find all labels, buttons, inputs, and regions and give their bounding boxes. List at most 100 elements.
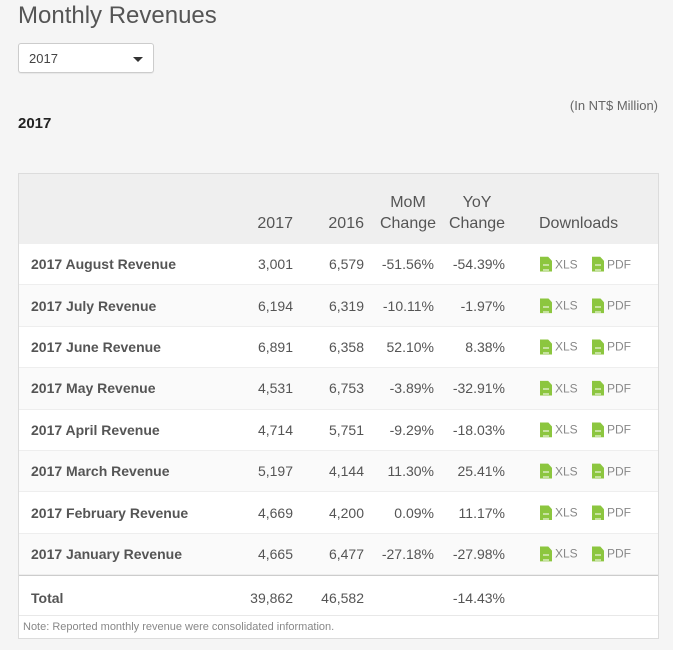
chevron-down-icon [133,57,143,62]
year-select-value: 2017 [29,50,58,66]
row-value-2016: 4,144 [328,463,364,480]
download-pdf-link[interactable]: PDF [592,505,631,521]
row-value-2016: 6,319 [328,297,364,314]
download-pdf-label: PDF [607,546,631,561]
file-icon [540,546,552,562]
row-value-2017: 3,001 [257,256,293,273]
download-xls-label: XLS [555,257,578,272]
download-xls-link[interactable]: XLS [540,505,578,521]
header-mom: MoM Change [377,192,439,234]
header-yoy-line2: Change [448,215,506,232]
header-downloads: Downloads [539,215,619,232]
header-yoy: YoY Change [446,192,508,234]
table-row: 2017 May Revenue 4,531 6,753 -3.89% -32.… [19,368,658,410]
row-label: 2017 February Revenue [31,504,189,521]
download-pdf-label: PDF [607,339,631,354]
download-pdf-label: PDF [607,298,631,313]
download-pdf-label: PDF [607,464,631,479]
table-header: 2017 2016 MoM Change YoY Change Download… [19,174,658,244]
row-value-2016: 6,753 [328,380,364,397]
row-yoy-change: -32.91% [452,380,505,397]
row-label: 2017 April Revenue [31,421,160,438]
row-value-2017: 4,665 [257,545,293,562]
file-icon [592,463,604,479]
download-pdf-link[interactable]: PDF [592,546,631,562]
row-label: 2017 January Revenue [31,545,182,562]
download-xls-link[interactable]: XLS [540,422,578,438]
total-2017: 39,862 [250,590,293,607]
row-yoy-change: -27.98% [452,545,505,562]
download-pdf-label: PDF [607,422,631,437]
table-row: 2017 March Revenue 5,197 4,144 11.30% 25… [19,450,658,493]
download-pdf-link[interactable]: PDF [592,339,631,355]
file-icon [592,380,604,396]
total-row: Total 39,862 46,582 -14.43% [19,575,658,620]
download-pdf-link[interactable]: PDF [592,298,631,314]
row-label: 2017 August Revenue [31,256,176,273]
header-mom-line2: Change [379,215,437,232]
row-yoy-change: -54.39% [452,256,505,273]
table-row: 2017 August Revenue 3,001 6,579 -51.56% … [19,244,658,286]
row-value-2016: 6,579 [328,256,364,273]
row-value-2017: 4,531 [257,380,293,397]
download-pdf-link[interactable]: PDF [592,422,631,438]
download-pdf-label: PDF [607,381,631,396]
table-row: 2017 February Revenue 4,669 4,200 0.09% … [19,492,658,534]
row-mom-change: 0.09% [394,504,434,521]
download-xls-link[interactable]: XLS [540,298,578,314]
row-label: 2017 March Revenue [31,463,170,480]
file-icon [540,339,552,355]
year-select[interactable]: 2017 [18,43,154,73]
row-value-2017: 6,194 [257,297,293,314]
row-label: 2017 May Revenue [31,380,156,397]
row-value-2016: 4,200 [328,504,364,521]
download-xls-link[interactable]: XLS [540,256,578,272]
download-pdf-link[interactable]: PDF [592,463,631,479]
table-note: Note: Reported monthly revenue were cons… [19,615,658,638]
row-label: 2017 July Revenue [31,297,157,314]
header-2016: 2016 [328,215,364,232]
total-2016: 46,582 [321,590,364,607]
download-xls-link[interactable]: XLS [540,463,578,479]
download-pdf-link[interactable]: PDF [592,380,631,396]
download-xls-label: XLS [555,339,578,354]
row-yoy-change: 25.41% [457,463,505,480]
row-mom-change: 11.30% [387,463,434,480]
file-icon [540,463,552,479]
row-mom-change: 52.10% [386,338,434,355]
file-icon [592,298,604,314]
row-mom-change: -3.89% [389,380,434,397]
file-icon [592,256,604,272]
total-label: Total [31,590,64,607]
row-value-2017: 4,669 [257,504,293,521]
table-body: 2017 August Revenue 3,001 6,579 -51.56% … [19,244,658,576]
row-yoy-change: 11.17% [458,504,505,521]
row-value-2016: 5,751 [328,421,364,438]
download-xls-link[interactable]: XLS [540,339,578,355]
table-row: 2017 June Revenue 6,891 6,358 52.10% 8.3… [19,327,658,369]
file-icon [592,339,604,355]
table-row: 2017 April Revenue 4,714 5,751 -9.29% -1… [19,410,658,451]
table-row: 2017 January Revenue 4,665 6,477 -27.18%… [19,533,658,576]
unit-note: (In NT$ Million) [569,98,658,113]
download-xls-label: XLS [555,464,578,479]
download-xls-label: XLS [555,381,578,396]
download-pdf-label: PDF [607,505,631,520]
row-value-2016: 6,477 [328,545,364,562]
download-xls-link[interactable]: XLS [540,380,578,396]
row-mom-change: -51.56% [381,256,434,273]
download-xls-label: XLS [555,505,578,520]
row-mom-change: -10.11% [382,297,434,314]
table-row: 2017 July Revenue 6,194 6,319 -10.11% -1… [19,285,658,327]
file-icon [592,505,604,521]
row-value-2017: 5,197 [257,463,293,480]
page-title: Monthly Revenues [18,2,217,29]
download-xls-link[interactable]: XLS [540,546,578,562]
year-heading: 2017 [18,115,52,132]
row-value-2016: 6,358 [328,338,364,355]
download-pdf-link[interactable]: PDF [592,256,631,272]
file-icon [540,256,552,272]
total-yoy: -14.43% [452,590,505,607]
file-icon [540,505,552,521]
download-pdf-label: PDF [607,257,631,272]
